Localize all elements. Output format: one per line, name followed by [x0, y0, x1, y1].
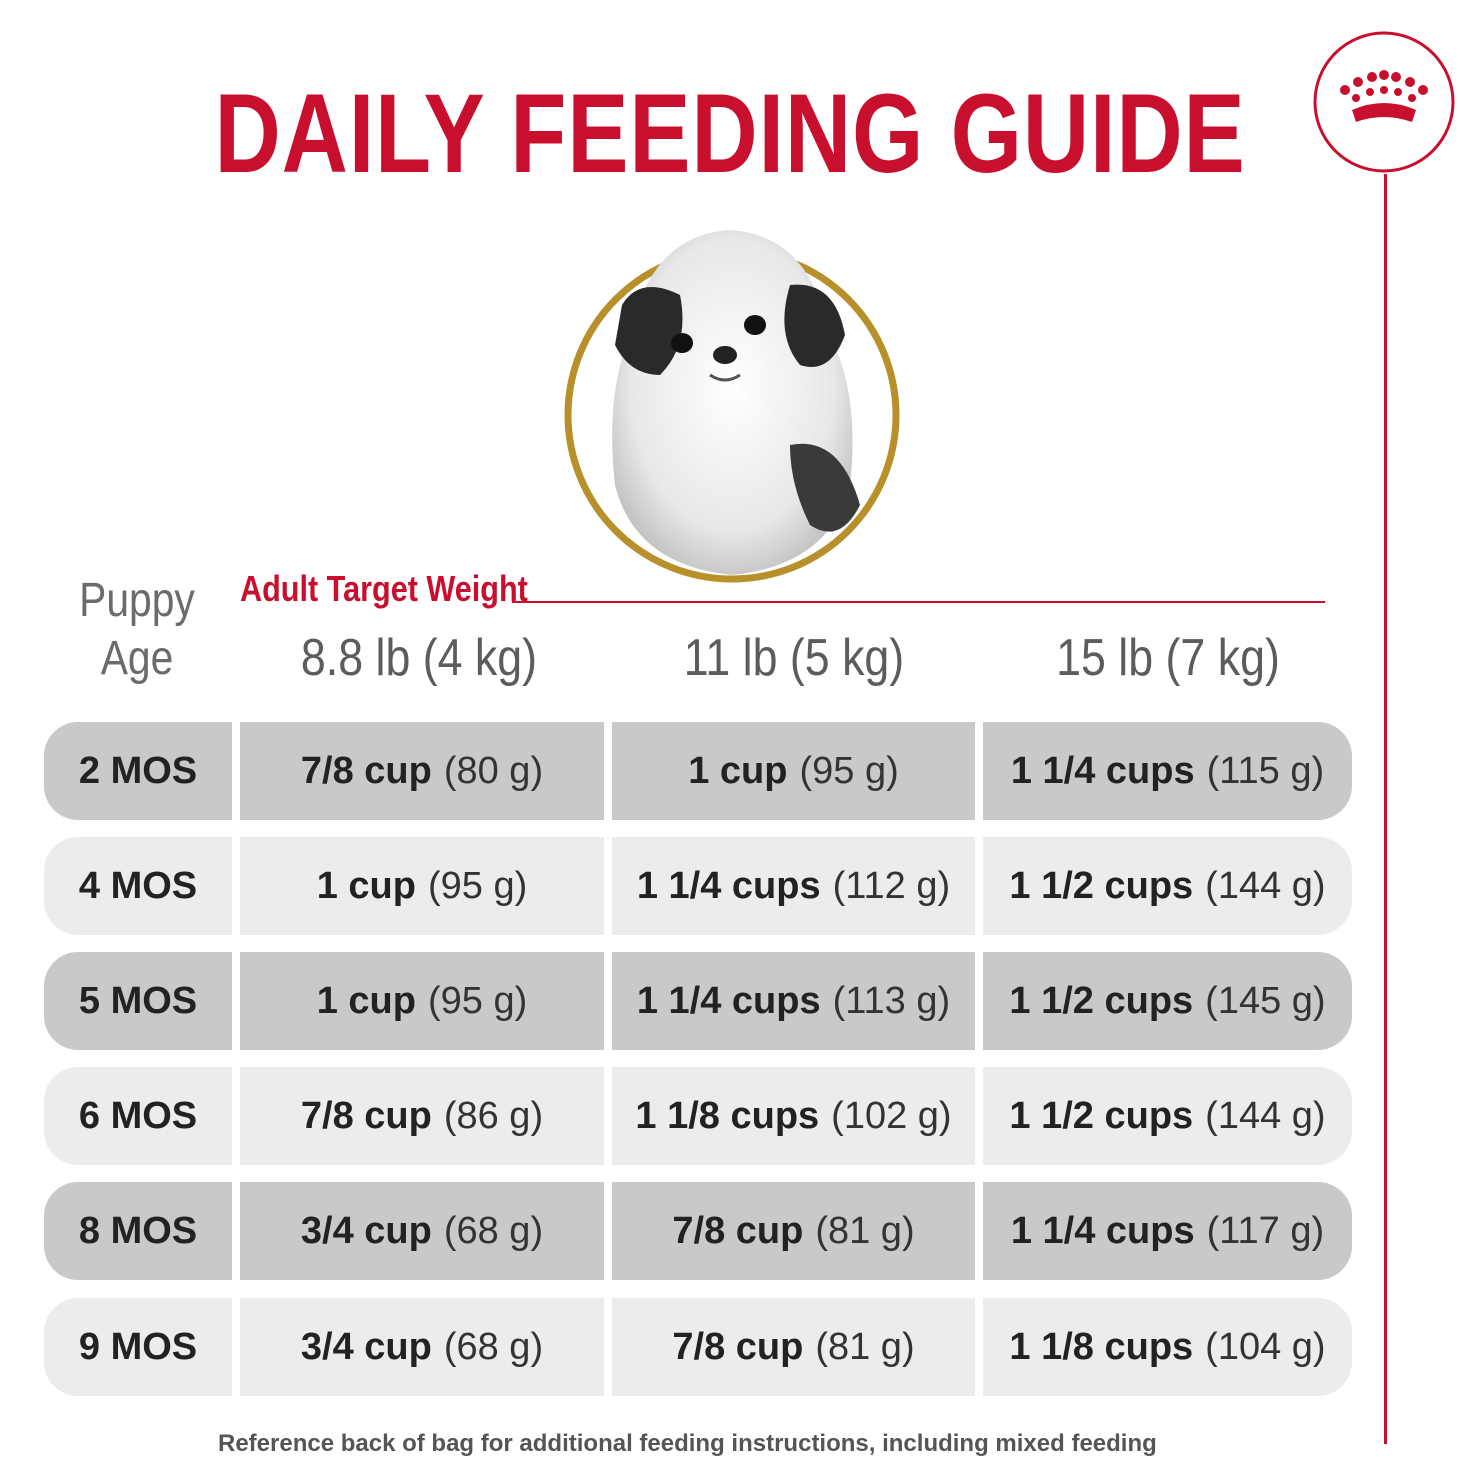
- grams-amount: (112 g): [832, 864, 951, 907]
- grams-amount: (144 g): [1205, 864, 1326, 907]
- crown-icon: [1313, 31, 1455, 173]
- grams-amount: (144 g): [1205, 1094, 1326, 1137]
- grams-amount: (95 g): [799, 749, 899, 792]
- grams-amount: (145 g): [1205, 979, 1326, 1022]
- puppy-age-line-1: Puppy: [79, 574, 195, 627]
- amount-cell: 1 1/2 cups (144 g): [983, 837, 1352, 935]
- table-row: 8 MOS 3/4 cup (68 g) 7/8 cup (81 g) 1 1/4 …: [44, 1182, 1352, 1280]
- amount-cell: 3/4 cup (68 g): [240, 1182, 604, 1280]
- amount-cell: 7/8 cup (81 g): [612, 1182, 975, 1280]
- weight-header-4kg: 8.8 lb (4 kg): [300, 629, 538, 687]
- cups-amount: 7/8 cup: [300, 1094, 432, 1137]
- brand-divider-line: [1384, 174, 1387, 1444]
- grams-amount: (102 g): [831, 1094, 952, 1137]
- puppy-age-line-2: Age: [100, 632, 174, 685]
- amount-cell: 7/8 cup (80 g): [240, 722, 604, 820]
- cups-amount: 1 1/4 cups: [1010, 1209, 1195, 1252]
- amount-cell: 1 1/4 cups (112 g): [612, 837, 975, 935]
- amount-cell: 1 cup (95 g): [240, 837, 604, 935]
- puppy-photo: [564, 230, 900, 583]
- amount-cell: 3/4 cup (68 g): [240, 1298, 604, 1396]
- grams-amount: (95 g): [427, 864, 528, 907]
- grams-amount: (80 g): [443, 749, 544, 792]
- grams-amount: (68 g): [443, 1325, 544, 1368]
- cups-amount: 1 1/8 cups: [1009, 1325, 1194, 1368]
- cups-amount: 1 1/2 cups: [1009, 864, 1194, 907]
- amount-cell: 1 1/4 cups (115 g): [983, 722, 1352, 820]
- weight-header-5kg: 11 lb (5 kg): [683, 629, 905, 687]
- amount-cell: 7/8 cup (81 g): [612, 1298, 975, 1396]
- amount-cell: 1 1/2 cups (145 g): [983, 952, 1352, 1050]
- page-title: DAILY FEEDING GUIDE: [214, 71, 1246, 196]
- cups-amount: 1 1/4 cups: [636, 864, 821, 907]
- age-cell: 5 MOS: [44, 952, 232, 1050]
- cups-amount: 3/4 cup: [300, 1325, 432, 1368]
- table-row: 2 MOS 7/8 cup (80 g) 1 cup (95 g) 1 1/4 cu…: [44, 722, 1352, 820]
- grams-amount: (117 g): [1206, 1209, 1325, 1252]
- grams-amount: (86 g): [443, 1094, 544, 1137]
- grams-amount: (104 g): [1205, 1325, 1326, 1368]
- amount-cell: 1 cup (95 g): [612, 722, 975, 820]
- adult-target-weight-label: Adult Target Weight: [240, 568, 528, 609]
- cups-amount: 1 1/2 cups: [1009, 1094, 1194, 1137]
- cups-amount: 7/8 cup: [300, 749, 432, 792]
- adult-target-weight-rule: [512, 601, 1325, 603]
- amount-cell: 1 1/8 cups (104 g): [983, 1298, 1352, 1396]
- cups-amount: 1 1/2 cups: [1009, 979, 1194, 1022]
- grams-amount: (115 g): [1206, 749, 1325, 792]
- puppy-age-header: Puppy Age: [73, 572, 201, 688]
- age-cell: 8 MOS: [44, 1182, 232, 1280]
- footnote: Reference back of bag for additional fee…: [218, 1430, 1157, 1457]
- table-row: 5 MOS 1 cup (95 g) 1 1/4 cups (113 g) 1 1/…: [44, 952, 1352, 1050]
- weight-header-7kg: 15 lb (7 kg): [1056, 629, 1280, 687]
- cups-amount: 1 cup: [688, 749, 788, 792]
- age-cell: 6 MOS: [44, 1067, 232, 1165]
- amount-cell: 1 1/2 cups (144 g): [983, 1067, 1352, 1165]
- cups-amount: 1 1/4 cups: [1010, 749, 1195, 792]
- table-row: 9 MOS 3/4 cup (68 g) 7/8 cup (81 g) 1 1/8 …: [44, 1298, 1352, 1396]
- table-row: 4 MOS 1 cup (95 g) 1 1/4 cups (112 g) 1 1/…: [44, 837, 1352, 935]
- cups-amount: 1 cup: [316, 864, 416, 907]
- grams-amount: (113 g): [832, 979, 951, 1022]
- amount-cell: 1 1/4 cups (117 g): [983, 1182, 1352, 1280]
- age-cell: 2 MOS: [44, 722, 232, 820]
- grams-amount: (81 g): [815, 1325, 915, 1368]
- grams-amount: (68 g): [443, 1209, 544, 1252]
- amount-cell: 7/8 cup (86 g): [240, 1067, 604, 1165]
- cups-amount: 1 1/8 cups: [635, 1094, 820, 1137]
- grams-amount: (81 g): [815, 1209, 915, 1252]
- cups-amount: 1 cup: [316, 979, 416, 1022]
- cups-amount: 1 1/4 cups: [636, 979, 821, 1022]
- age-cell: 9 MOS: [44, 1298, 232, 1396]
- grams-amount: (95 g): [427, 979, 528, 1022]
- amount-cell: 1 1/8 cups (102 g): [612, 1067, 975, 1165]
- age-cell: 4 MOS: [44, 837, 232, 935]
- cups-amount: 7/8 cup: [672, 1325, 804, 1368]
- cups-amount: 7/8 cup: [672, 1209, 804, 1252]
- table-row: 6 MOS 7/8 cup (86 g) 1 1/8 cups (102 g) 1 …: [44, 1067, 1352, 1165]
- amount-cell: 1 cup (95 g): [240, 952, 604, 1050]
- amount-cell: 1 1/4 cups (113 g): [612, 952, 975, 1050]
- cups-amount: 3/4 cup: [300, 1209, 432, 1252]
